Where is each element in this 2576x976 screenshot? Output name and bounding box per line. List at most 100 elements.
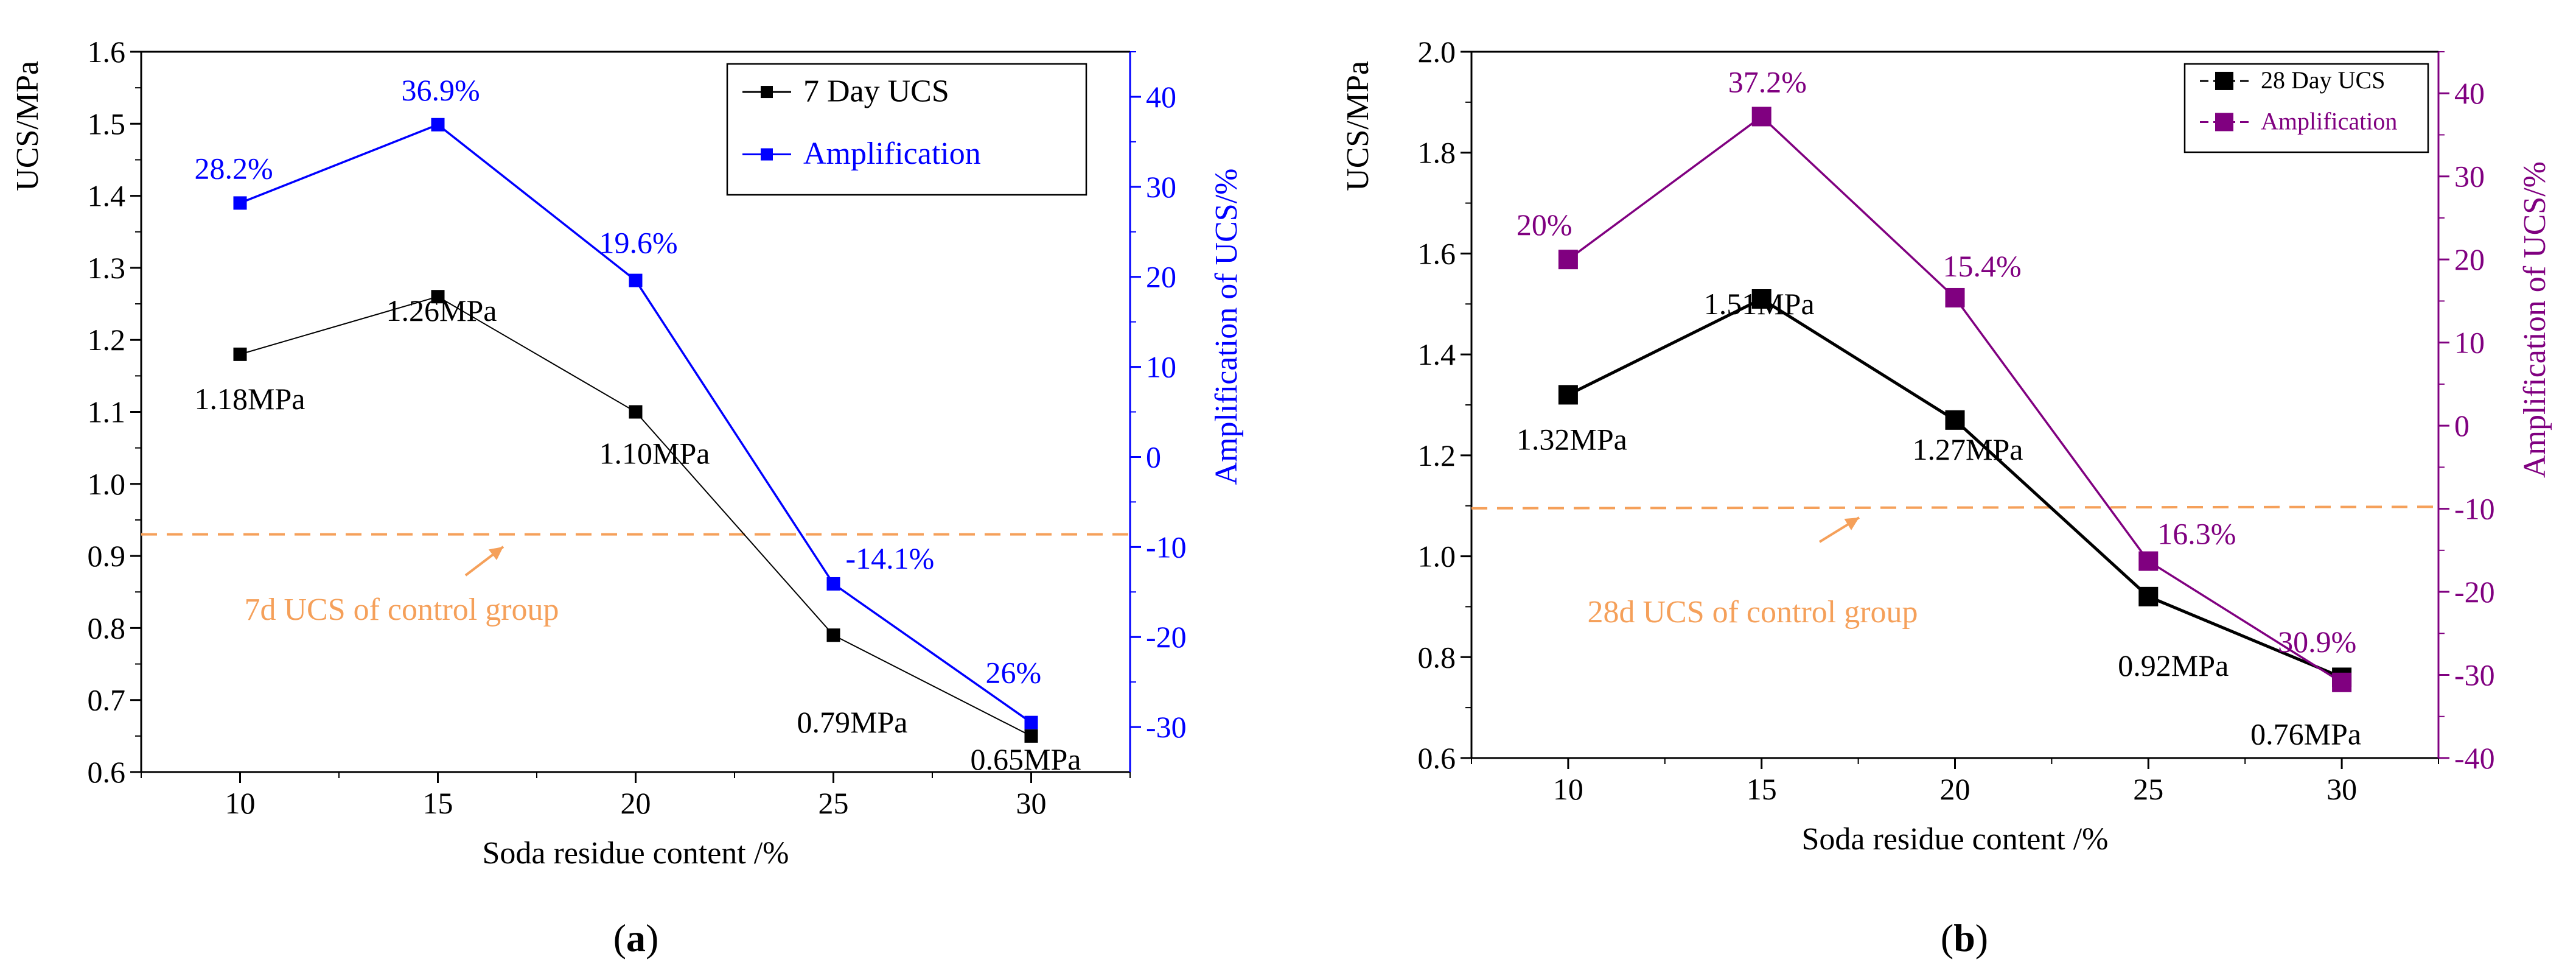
amplification-data-label: -14.1%: [846, 541, 935, 575]
y-tick-label: 1.2: [1418, 438, 1456, 472]
legend-label-amplification: Amplification: [803, 136, 981, 171]
ucs-point: [1558, 385, 1578, 405]
subfigure-letter: b: [1953, 916, 1975, 960]
amplification-point: [1945, 287, 1965, 307]
amplification-data-label: 37.2%: [1728, 65, 1807, 99]
subfigure-letter: a: [626, 916, 646, 960]
amplification-data-label: 30.9%: [2278, 625, 2356, 659]
legend-label-amplification: Amplification: [2261, 107, 2397, 135]
y2-axis-title: Amplification of UCS/%: [2518, 161, 2552, 478]
x-tick-label: 30: [1016, 786, 1047, 820]
reference-line-label: 7d UCS of control group: [244, 592, 559, 627]
y2-tick-label: 0: [2454, 409, 2470, 443]
ucs-point: [826, 628, 840, 642]
y2-tick-label: 40: [1146, 80, 1176, 114]
amplification-point: [629, 273, 643, 287]
y2-tick-label: 10: [1146, 350, 1176, 384]
y2-tick-label: 40: [2454, 76, 2485, 110]
amplification-point: [431, 118, 445, 132]
y-tick-label: 0.6: [1418, 741, 1456, 775]
amplification-data-label: 19.6%: [599, 226, 678, 260]
x-axis-title: Soda residue content /%: [1802, 822, 2109, 857]
amplification-data-label: 36.9%: [402, 73, 480, 107]
legend-label-ucs: 7 Day UCS: [803, 74, 949, 109]
x-tick-label: 15: [1747, 772, 1777, 806]
legend-marker-amplification: [2215, 113, 2233, 132]
y-axis-title: UCS/MPa: [10, 61, 45, 191]
series-line-ucs: [240, 296, 1031, 737]
subfigure-label: (b): [1941, 916, 1988, 960]
amplification-data-label: 20%: [1517, 208, 1572, 242]
amplification-point: [1558, 250, 1578, 270]
y-axis-title: UCS/MPa: [1341, 61, 1375, 191]
x-axis-title: Soda residue content /%: [483, 836, 789, 871]
amplification-point: [826, 577, 840, 591]
y2-tick-label: 0: [1146, 440, 1161, 474]
legend-marker-ucs: [2215, 71, 2233, 90]
y-tick-label: 0.7: [88, 683, 126, 717]
legend-marker-amplification: [761, 148, 773, 161]
y2-tick-label: -20: [2454, 575, 2495, 609]
control-group-reference-line: [1471, 505, 2439, 510]
y-tick-label: 1.8: [1418, 136, 1456, 170]
y-tick-label: 1.0: [88, 467, 126, 501]
series-line-amplification: [239, 123, 1032, 724]
x-tick-label: 15: [423, 786, 453, 820]
x-tick-label: 30: [2326, 772, 2357, 806]
y-tick-label: 1.0: [1418, 539, 1456, 574]
ucs-data-label: 0.92MPa: [2118, 648, 2229, 683]
amplification-point: [233, 196, 247, 210]
ucs-data-label: 1.27MPa: [1913, 432, 2023, 466]
subfigure-label: (a): [613, 916, 659, 960]
ucs-point: [1751, 289, 1771, 309]
reference-arrow-head: [488, 547, 503, 561]
ucs-point: [431, 290, 445, 304]
chart-panel-a: 10 15 20 25 30 0.6 0.7 0.8 0.9 1.0 1.1 1.2 1.3 1.4 1.5…: [10, 35, 1244, 960]
y-tick-label: 1.3: [88, 251, 126, 285]
y2-tick-label: 20: [2454, 242, 2485, 276]
reference-line-label: 28d UCS of control group: [1587, 595, 1918, 630]
amplification-data-label: 16.3%: [2157, 517, 2236, 551]
y-tick-label: 1.4: [88, 179, 126, 213]
legend-label-ucs: 28 Day UCS: [2261, 66, 2385, 94]
ucs-data-label: 0.76MPa: [2250, 717, 2361, 751]
ucs-point: [233, 347, 247, 361]
y-tick-label: 0.8: [1418, 640, 1456, 674]
ucs-point: [629, 405, 643, 419]
ucs-point: [1024, 729, 1038, 743]
legend-box: [726, 63, 1087, 196]
y2-tick-label: -30: [1146, 710, 1187, 744]
x-tick-label: 25: [2133, 772, 2163, 806]
x-tick-label: 10: [225, 786, 256, 820]
chart-panel-b: 10 15 20 25 30 0.6 0.8 1.0 1.2 1.4 1.6 1.8 2.0 -40 -30…: [1341, 35, 2552, 960]
y2-tick-label: 20: [1146, 260, 1176, 294]
y2-tick-label: -30: [2454, 658, 2495, 692]
ucs-data-label: 0.79MPa: [797, 705, 908, 739]
y-tick-label: 0.9: [88, 539, 126, 573]
y-tick-label: 0.8: [88, 611, 126, 645]
amplification-data-label: 15.4%: [1943, 249, 2022, 283]
reference-arrow-head: [1844, 518, 1859, 530]
y-tick-label: 1.6: [1418, 236, 1456, 270]
amplification-point: [2138, 551, 2159, 571]
amplification-point: [1751, 107, 1771, 127]
y2-tick-label: 30: [2454, 160, 2485, 194]
ucs-data-label: 1.10MPa: [599, 437, 710, 471]
ucs-point: [1945, 410, 1965, 430]
y2-tick-label: -20: [1146, 620, 1187, 654]
y2-tick-label: 30: [1146, 170, 1176, 204]
x-tick-label: 25: [819, 786, 849, 820]
x-tick-label: 20: [621, 786, 651, 820]
x-tick-label: 20: [1940, 772, 1970, 806]
legend-marker-ucs: [761, 86, 773, 99]
ucs-point: [2138, 586, 2159, 606]
amplification-data-label: 28.2%: [195, 151, 273, 185]
x-tick-label: 10: [1553, 772, 1583, 806]
y2-axis-title: Amplification of UCS/%: [1209, 169, 1244, 485]
amplification-point: [1024, 715, 1038, 729]
ucs-data-label: 1.26MPa: [386, 293, 497, 328]
ucs-data-label: 1.32MPa: [1517, 422, 1627, 456]
y-tick-label: 2.0: [1418, 35, 1456, 69]
ucs-data-label: 0.65MPa: [971, 742, 1081, 776]
